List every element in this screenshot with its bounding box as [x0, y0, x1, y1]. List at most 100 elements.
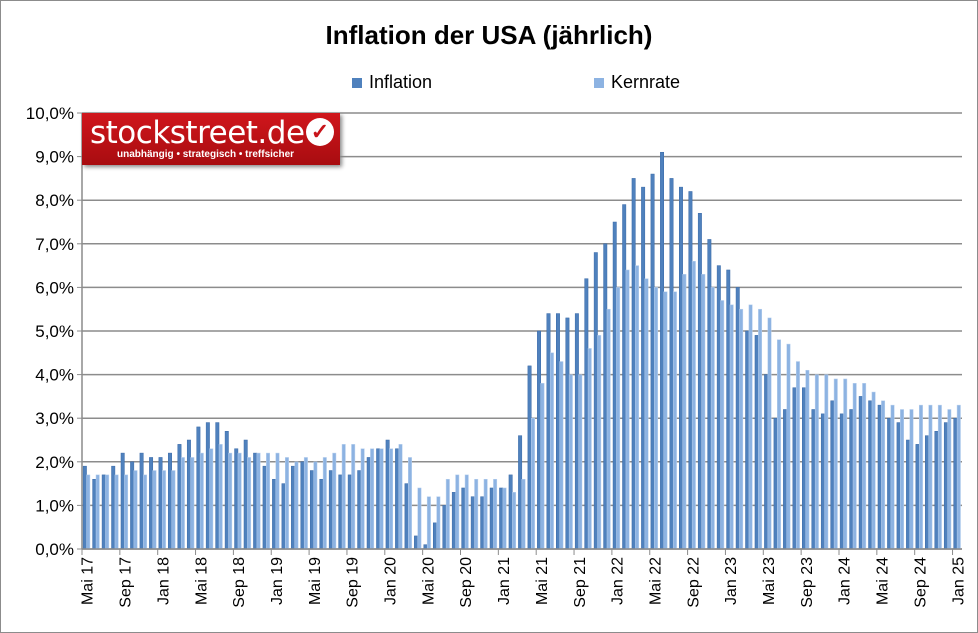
bar-kernrate	[398, 444, 403, 550]
bar-inflation	[101, 474, 106, 550]
x-tick-label: Sep 22	[685, 557, 702, 608]
bar-kernrate	[171, 470, 176, 550]
bar-kernrate	[114, 474, 119, 550]
bar-inflation	[877, 404, 882, 550]
bar-kernrate	[843, 378, 848, 550]
bar-kernrate	[285, 457, 289, 550]
bar-inflation	[300, 461, 305, 550]
x-tick-label: Jan 21	[496, 557, 513, 605]
bar-inflation	[934, 431, 939, 550]
bar-kernrate	[833, 378, 838, 550]
bar-kernrate	[313, 461, 318, 550]
bar-inflation	[887, 417, 892, 550]
legend-swatch-inflation	[352, 77, 362, 88]
bar-kernrate	[237, 452, 242, 550]
bar-kernrate	[654, 287, 658, 550]
x-tick-label: Jan 19	[269, 557, 286, 605]
x-tick-label: Sep 17	[118, 557, 135, 608]
x-tick-label: Mai 23	[761, 557, 778, 605]
bar-kernrate	[748, 304, 753, 550]
bar-inflation	[896, 422, 901, 550]
bar-inflation	[489, 487, 494, 550]
bar-inflation	[347, 474, 352, 550]
x-tick-label: Sep 23	[799, 557, 816, 608]
bar-inflation	[726, 269, 731, 550]
x-tick-label: Sep 24	[912, 557, 929, 608]
x-tick-label: Mai 20	[420, 557, 437, 605]
bar-kernrate	[180, 457, 185, 550]
bar-inflation	[574, 313, 579, 550]
bar-inflation	[565, 317, 570, 550]
bar-inflation	[556, 313, 560, 550]
bar-kernrate	[426, 496, 431, 550]
bar-inflation	[139, 452, 144, 550]
bar-inflation	[470, 496, 475, 550]
bar-kernrate	[341, 444, 346, 550]
bar-inflation	[773, 417, 778, 550]
bar-inflation	[432, 522, 437, 550]
y-tick-label: 1,0%	[35, 496, 74, 515]
bar-inflation	[858, 396, 863, 550]
bar-kernrate	[266, 452, 270, 550]
y-tick-label: 3,0%	[35, 409, 74, 428]
bar-kernrate	[937, 404, 942, 550]
bar-inflation	[442, 505, 447, 550]
bar-kernrate	[852, 383, 857, 550]
bar-inflation	[943, 422, 948, 550]
bar-inflation	[735, 287, 740, 550]
bar-kernrate	[417, 487, 422, 550]
bar-inflation	[338, 474, 343, 550]
bar-inflation	[906, 439, 911, 550]
bar-kernrate	[701, 274, 706, 550]
bar-kernrate	[918, 404, 923, 550]
bar-kernrate	[190, 457, 195, 550]
bar-kernrate	[294, 461, 299, 550]
bar-inflation	[518, 435, 523, 550]
bar-inflation	[811, 409, 816, 550]
bar-kernrate	[303, 457, 308, 550]
bar-kernrate	[105, 474, 110, 550]
bar-kernrate	[275, 452, 280, 550]
y-tick-label: 8,0%	[35, 191, 74, 210]
bar-inflation	[111, 465, 116, 550]
bar-kernrate	[512, 492, 517, 550]
bar-inflation	[319, 478, 324, 550]
bar-inflation	[527, 365, 532, 550]
bar-inflation	[802, 387, 806, 550]
bar-kernrate	[389, 448, 393, 550]
bar-inflation	[196, 426, 201, 550]
bar-inflation	[272, 478, 277, 550]
bar-kernrate	[360, 448, 365, 550]
bar-inflation	[650, 173, 655, 550]
bar-inflation	[130, 461, 135, 550]
bar-kernrate	[928, 404, 933, 550]
bar-kernrate	[86, 474, 91, 550]
bar-kernrate	[871, 391, 876, 550]
bar-kernrate	[814, 374, 819, 550]
bar-inflation	[745, 330, 750, 550]
bar-inflation	[366, 457, 371, 550]
bar-inflation	[120, 452, 125, 550]
bar-kernrate	[408, 457, 412, 550]
bar-kernrate	[597, 335, 602, 550]
bar-kernrate	[606, 308, 611, 550]
bar-kernrate	[729, 304, 734, 550]
y-tick-label: 2,0%	[35, 453, 74, 472]
bar-kernrate	[672, 291, 677, 550]
bar-kernrate	[483, 478, 488, 550]
legend-label-kernrate: Kernrate	[611, 72, 681, 92]
bar-kernrate	[474, 478, 479, 550]
x-tick-label: Sep 19	[345, 557, 362, 608]
bar-kernrate	[199, 452, 204, 550]
bar-inflation	[234, 448, 239, 550]
bar-kernrate	[209, 448, 214, 550]
bar-kernrate	[559, 361, 564, 550]
x-tick-label: Mai 17	[80, 557, 97, 605]
bar-inflation	[224, 431, 229, 550]
x-tick-label: Sep 18	[231, 557, 248, 608]
bar-kernrate	[587, 348, 592, 550]
y-tick-label: 5,0%	[35, 322, 74, 341]
legend-label-inflation: Inflation	[369, 72, 433, 92]
bar-inflation	[499, 487, 504, 550]
bar-kernrate	[786, 343, 791, 550]
